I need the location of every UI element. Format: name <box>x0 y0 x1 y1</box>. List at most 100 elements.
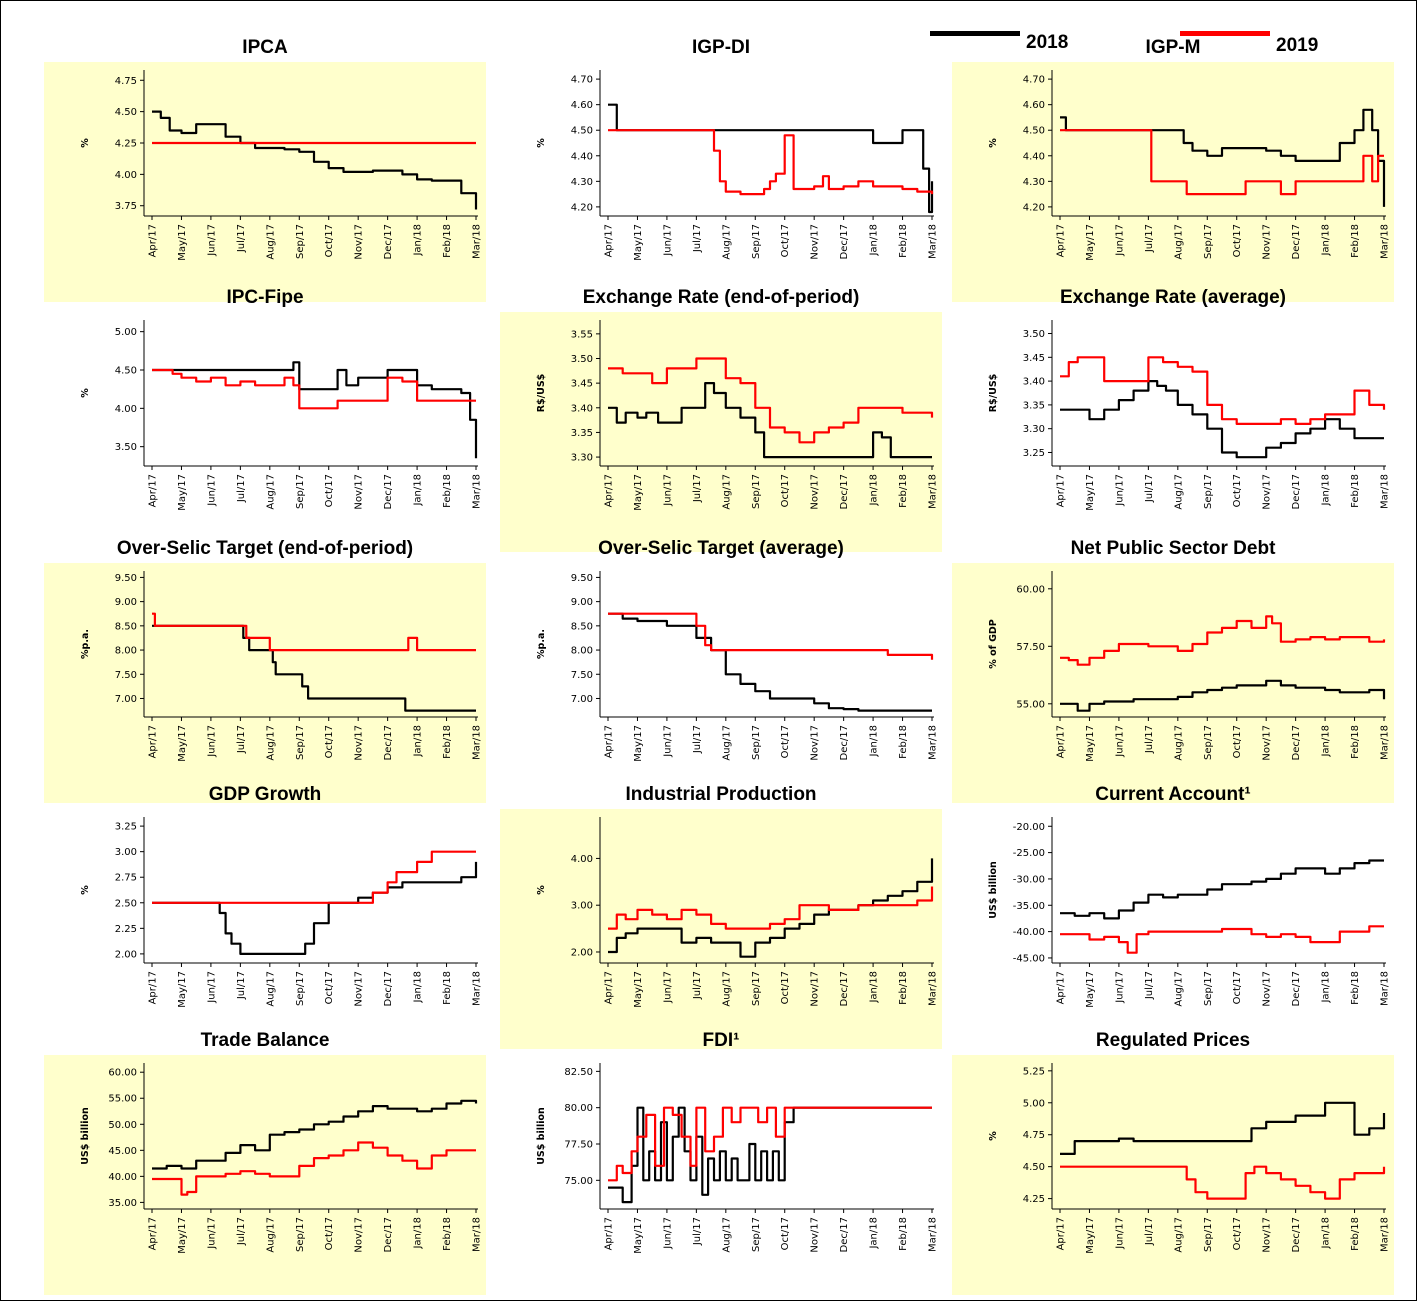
y-tick-label: -40.00 <box>1013 927 1045 938</box>
chart-svg: 7.00 7.50 8.00 8.50 9.00 9.50 %p.a. Apr/17 May/1… <box>536 571 939 762</box>
series-line-2019 <box>1060 356 1386 425</box>
y-tick-label: 80.00 <box>564 1103 593 1114</box>
x-tick-label: Apr/17 <box>1056 474 1067 507</box>
x-tick-label: Nov/17 <box>1262 1217 1273 1253</box>
x-tick-label: Jul/17 <box>236 971 247 1000</box>
x-tick-label: Mar/18 <box>928 474 939 509</box>
x-tick-label: Apr/17 <box>604 725 615 758</box>
y-tick-label: 75.00 <box>564 1176 593 1187</box>
legend: 2018 2019 <box>930 20 1350 60</box>
x-tick-label: Aug/17 <box>721 725 732 761</box>
series-line-2019 <box>152 850 476 904</box>
x-tick-label: Nov/17 <box>354 474 365 510</box>
x-tick-label: Oct/17 <box>324 224 335 257</box>
x-tick-label: Mar/18 <box>472 725 483 760</box>
x-tick-label: Mar/18 <box>472 971 483 1006</box>
x-tick-label: Sep/17 <box>295 971 306 1006</box>
y-tick-label: 3.00 <box>115 847 137 858</box>
panel-background <box>500 312 942 552</box>
series-line-2018 <box>608 382 932 459</box>
chart-svg: 3.25 3.30 3.35 3.40 3.45 3.50 R$/US$ Apr/17 May/… <box>988 320 1391 511</box>
x-tick-label: Dec/17 <box>1291 474 1302 509</box>
x-tick-label: Oct/17 <box>324 725 335 758</box>
chart-title: FDI¹ <box>702 1030 740 1051</box>
x-tick-label: Oct/17 <box>324 1217 335 1250</box>
chart-panel: Over-Selic Target (average) 7.00 7.50 8.00 8… <box>500 537 942 803</box>
series-line-2019 <box>608 357 934 444</box>
x-tick-label: Apr/17 <box>604 224 615 257</box>
y-tick-label: 35.00 <box>108 1198 137 1209</box>
x-tick-label: Sep/17 <box>751 1217 762 1252</box>
y-tick-label: 3.40 <box>571 403 593 414</box>
y-tick-label: 7.00 <box>115 694 137 705</box>
x-tick-label: Apr/17 <box>604 971 615 1004</box>
x-tick-label: Feb/18 <box>442 224 453 258</box>
chart-svg: 4.20 4.30 4.40 4.50 4.60 4.70% Apr/17 May/17 Jun… <box>536 70 939 261</box>
x-tick-label: Nov/17 <box>810 725 821 761</box>
panel-background <box>500 809 942 1049</box>
y-tick-label: 2.50 <box>115 898 137 909</box>
y-tick-label: 4.70 <box>1023 75 1045 86</box>
y-tick-label: 2.75 <box>115 873 137 884</box>
y-tick-label: 4.50 <box>571 126 593 137</box>
y-tick-label: 4.60 <box>1023 100 1045 111</box>
chart-title: Exchange Rate (average) <box>1060 287 1286 308</box>
x-tick-label: Aug/17 <box>1173 971 1184 1007</box>
y-tick-label: 4.70 <box>571 75 593 86</box>
x-tick-label: Jul/17 <box>692 1217 703 1246</box>
x-tick-label: Feb/18 <box>442 725 453 759</box>
x-tick-label: Feb/18 <box>898 224 909 258</box>
x-tick-label: Feb/18 <box>1350 1217 1361 1251</box>
y-tick-label: 8.50 <box>571 621 593 632</box>
x-tick-label: Jan/18 <box>869 971 880 1004</box>
chart-svg: 2.00 3.00 4.00% Apr/17 May/17 Jun/17 Jul/17 Aug… <box>536 817 939 1008</box>
series-line-2019 <box>1060 925 1384 954</box>
x-tick-label: Apr/17 <box>148 971 159 1004</box>
x-tick-label: Jan/18 <box>413 725 424 758</box>
legend-label-2018: 2018 <box>1026 32 1069 53</box>
x-tick-label: Jun/17 <box>1114 1217 1125 1250</box>
panel-background <box>952 563 1394 803</box>
series-line-2019 <box>152 368 476 410</box>
x-tick-label: Jan/18 <box>869 1217 880 1250</box>
x-tick-label: Apr/17 <box>148 1217 159 1250</box>
series-line-2018 <box>152 110 478 210</box>
x-tick-label: Mar/18 <box>1380 224 1391 259</box>
chart-panel: Trade Balance 35.00 40.00 45.00 50.00 55.00 60… <box>44 1029 486 1295</box>
y-tick-label: 4.30 <box>571 177 593 188</box>
x-tick-label: Jul/17 <box>692 224 703 253</box>
x-tick-label: Sep/17 <box>295 474 306 509</box>
x-tick-label: Apr/17 <box>148 224 159 257</box>
y-tick-label: 3.50 <box>1023 329 1045 340</box>
y-tick-label: 4.30 <box>1023 177 1045 188</box>
x-tick-label: Jan/18 <box>413 224 424 257</box>
y-tick-label: 2.00 <box>115 949 137 960</box>
x-tick-label: Feb/18 <box>898 474 909 508</box>
x-tick-label: Aug/17 <box>1173 725 1184 761</box>
y-tick-label: -20.00 <box>1013 822 1045 833</box>
y-axis-label: US$ billion <box>988 861 999 919</box>
y-tick-label: 9.00 <box>571 597 593 608</box>
panel-background <box>44 1055 486 1295</box>
x-tick-label: Jul/17 <box>692 725 703 754</box>
series-line-2018 <box>152 361 478 459</box>
chart-panel: Current Account¹ -45.00 -40.00 -35.00 -30.00… <box>952 783 1394 1049</box>
series-line-2019 <box>1060 615 1386 666</box>
x-tick-label: Sep/17 <box>751 725 762 760</box>
y-axis-label: US$ billion <box>80 1107 91 1165</box>
y-tick-label: 77.50 <box>564 1139 593 1150</box>
x-tick-label: Mar/18 <box>472 474 483 509</box>
y-tick-label: 4.00 <box>115 404 137 415</box>
x-tick-label: Nov/17 <box>1262 474 1273 510</box>
x-tick-label: Jul/17 <box>1144 725 1155 754</box>
y-tick-label: 9.50 <box>115 573 137 584</box>
x-tick-label: Jan/18 <box>869 474 880 507</box>
x-tick-label: May/17 <box>633 1217 644 1254</box>
chart-panel: GDP Growth 2.00 2.25 2.50 2.75 3.00 3.25% Apr/1… <box>44 783 486 1049</box>
chart-svg: 3.75 4.00 4.25 4.50 4.75% Apr/17 May/17 Jun/17 J… <box>80 70 483 261</box>
x-tick-label: May/17 <box>1085 1217 1096 1254</box>
chart-svg: 3.30 3.35 3.40 3.45 3.50 3.55 R$/US$ Apr/17 May/… <box>536 320 939 511</box>
x-tick-label: May/17 <box>1085 725 1096 762</box>
x-tick-label: Jun/17 <box>662 474 673 507</box>
y-tick-label: 3.30 <box>571 453 593 464</box>
